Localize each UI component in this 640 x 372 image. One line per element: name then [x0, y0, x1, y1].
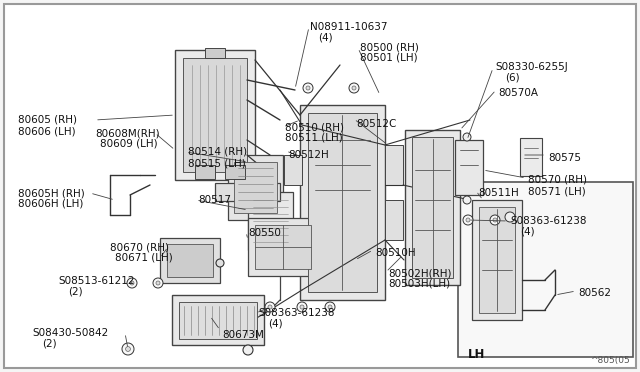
Text: 80609 (LH): 80609 (LH) — [100, 139, 157, 149]
Text: (4): (4) — [318, 32, 333, 42]
Text: 80502H(RH): 80502H(RH) — [388, 268, 451, 278]
Text: 80512H: 80512H — [288, 150, 329, 160]
Text: S08363-61238: S08363-61238 — [510, 216, 586, 226]
Text: S08513-61212: S08513-61212 — [58, 276, 134, 286]
Circle shape — [352, 86, 356, 90]
Bar — [167, 244, 213, 277]
Text: S08330-6255J: S08330-6255J — [495, 62, 568, 72]
Circle shape — [122, 343, 134, 355]
Circle shape — [505, 212, 515, 222]
Text: (4): (4) — [268, 319, 283, 329]
Bar — [520, 138, 542, 176]
Bar — [405, 130, 460, 285]
Text: 80510H: 80510H — [375, 248, 415, 258]
Text: 80575: 80575 — [548, 153, 581, 163]
Circle shape — [297, 302, 307, 312]
Bar — [300, 105, 385, 300]
Circle shape — [463, 215, 473, 225]
Bar — [205, 48, 225, 58]
Bar — [458, 182, 633, 357]
Bar — [385, 145, 403, 185]
Circle shape — [328, 305, 332, 309]
Text: 80500 (RH): 80500 (RH) — [360, 42, 419, 52]
Text: 80671 (LH): 80671 (LH) — [115, 253, 173, 263]
Text: 80515 (LH): 80515 (LH) — [188, 158, 246, 168]
Bar — [479, 207, 515, 313]
Circle shape — [127, 278, 137, 288]
Text: 80570 (RH): 80570 (RH) — [528, 175, 587, 185]
Text: 80605H (RH): 80605H (RH) — [18, 188, 84, 198]
Text: S08430-50842: S08430-50842 — [32, 328, 108, 338]
Circle shape — [243, 345, 253, 355]
Text: 80511H: 80511H — [478, 188, 519, 198]
Bar — [225, 165, 245, 179]
Text: (6): (6) — [505, 73, 520, 83]
Circle shape — [306, 86, 310, 90]
Circle shape — [265, 302, 275, 312]
Text: (2): (2) — [68, 287, 83, 297]
Bar — [412, 137, 453, 278]
Circle shape — [463, 196, 471, 204]
Circle shape — [303, 83, 313, 93]
Text: 80570A: 80570A — [498, 88, 538, 98]
Circle shape — [153, 278, 163, 288]
Text: 80512C: 80512C — [356, 119, 396, 129]
Text: 80517: 80517 — [198, 195, 231, 205]
Circle shape — [490, 215, 500, 225]
Circle shape — [466, 218, 470, 222]
Circle shape — [216, 259, 224, 267]
Bar — [175, 50, 255, 180]
Bar — [248, 218, 318, 276]
Text: 80571 (LH): 80571 (LH) — [528, 186, 586, 196]
Bar — [248, 192, 293, 250]
Text: 80605 (RH): 80605 (RH) — [18, 115, 77, 125]
Circle shape — [349, 83, 359, 93]
Bar — [234, 162, 277, 213]
Text: 80608M(RH): 80608M(RH) — [95, 128, 159, 138]
Circle shape — [125, 347, 131, 352]
Text: (2): (2) — [42, 339, 56, 349]
Bar — [228, 155, 283, 220]
Bar — [284, 155, 302, 185]
Text: 80550: 80550 — [248, 228, 281, 238]
Circle shape — [493, 218, 497, 222]
Bar — [179, 302, 257, 339]
Text: S08363-61238: S08363-61238 — [258, 308, 335, 318]
Bar — [258, 183, 280, 201]
Text: LH: LH — [468, 348, 485, 361]
Text: N08911-10637: N08911-10637 — [310, 22, 387, 32]
Bar — [255, 225, 311, 269]
Text: 80503H(LH): 80503H(LH) — [388, 279, 450, 289]
Circle shape — [130, 281, 134, 285]
Bar — [215, 183, 237, 201]
Bar — [455, 140, 483, 195]
Circle shape — [463, 133, 471, 141]
Text: 80606 (LH): 80606 (LH) — [18, 126, 76, 136]
Text: 80670 (RH): 80670 (RH) — [110, 242, 169, 252]
Text: 80510 (RH): 80510 (RH) — [285, 122, 344, 132]
Bar — [160, 238, 220, 283]
Circle shape — [325, 302, 335, 312]
Circle shape — [156, 281, 160, 285]
Text: ^805(05: ^805(05 — [590, 356, 630, 365]
Bar — [183, 58, 247, 172]
Bar — [472, 200, 522, 320]
Bar — [195, 165, 215, 179]
Text: 80511 (LH): 80511 (LH) — [285, 133, 343, 143]
Text: 80562: 80562 — [578, 288, 611, 298]
Text: (4): (4) — [520, 227, 534, 237]
Bar — [308, 113, 377, 292]
Text: 80606H (LH): 80606H (LH) — [18, 199, 83, 209]
Text: 80501 (LH): 80501 (LH) — [360, 53, 418, 63]
Bar — [172, 295, 264, 345]
Text: 80514 (RH): 80514 (RH) — [188, 147, 247, 157]
Circle shape — [268, 305, 272, 309]
Text: 80673M: 80673M — [222, 330, 264, 340]
Bar — [385, 200, 403, 240]
Circle shape — [300, 305, 304, 309]
